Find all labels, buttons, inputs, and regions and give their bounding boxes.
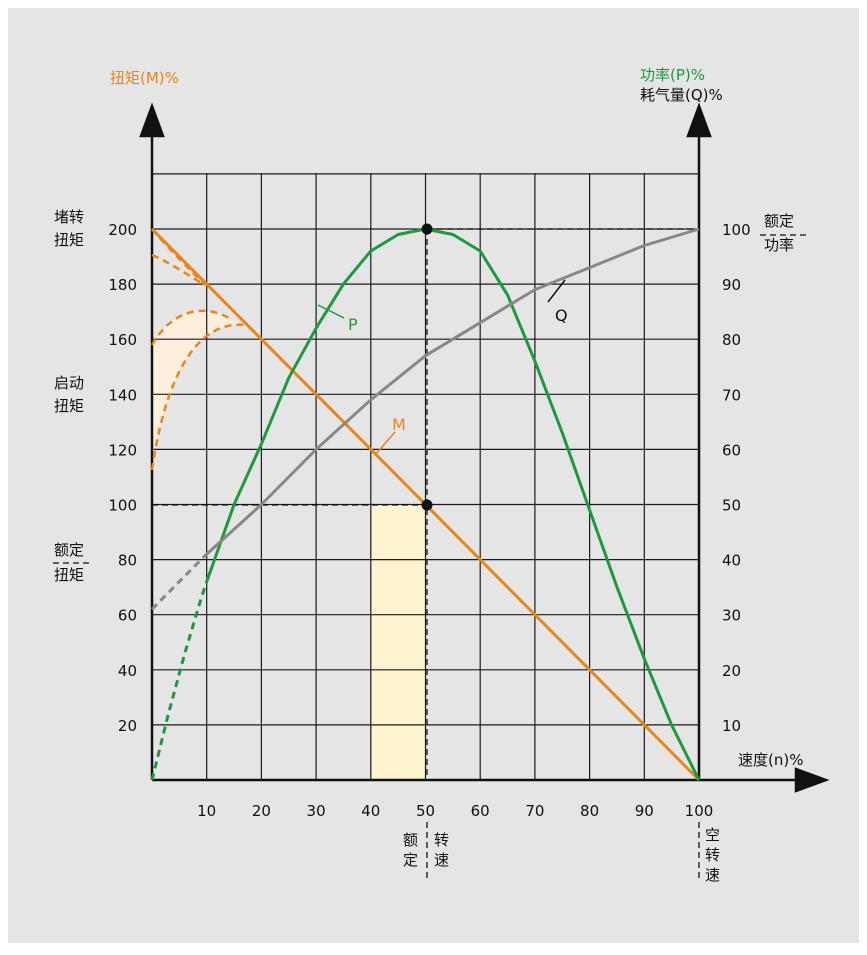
x-tick-label: 80 [580, 802, 599, 820]
stall-dash-upper [151, 228, 206, 286]
left-tick-label: 180 [108, 276, 137, 294]
rated-torque-line1: 额定 [54, 541, 84, 559]
x-tick-label: 40 [361, 802, 380, 820]
series-p-dashed [150, 581, 209, 781]
x-tick-label: 100 [685, 802, 714, 820]
x-tick-label: 30 [307, 802, 326, 820]
x-tick-label: 10 [197, 802, 216, 820]
right-tick-label: 100 [722, 221, 751, 239]
series-layer [150, 227, 701, 782]
start-dash-inner [150, 323, 246, 471]
left-tick-label: 80 [118, 552, 137, 570]
series-label-p: P [348, 315, 358, 334]
left-tick-label: 200 [108, 221, 137, 239]
rated-speed-right1: 转 [434, 831, 449, 849]
right-tick-label: 30 [722, 607, 741, 625]
left-tick-label: 100 [108, 497, 137, 515]
stall-dash-lower [151, 253, 206, 287]
left-tick-label: 140 [108, 386, 137, 404]
rated-speed-left1: 额 [403, 831, 418, 849]
series-q-dashed [150, 553, 208, 611]
series-q-line [205, 227, 700, 556]
right-axis-arrow [686, 102, 712, 138]
right-axis-title-power: 功率(P)% [640, 66, 705, 84]
right-axis-title-air: 耗气量(Q)% [640, 86, 723, 104]
series-label-q: Q [555, 306, 568, 325]
left-tick-label: 40 [118, 662, 137, 680]
p-leader [317, 304, 345, 319]
rated-band [370, 504, 426, 780]
series-labels: P Q M [317, 279, 568, 456]
right-tick-label: 20 [722, 662, 741, 680]
rated-speed-right2: 速 [434, 851, 449, 869]
rated-power-point [421, 223, 433, 235]
left-axis-arrow [139, 102, 165, 138]
no-load-line2: 转 [705, 846, 720, 864]
chart-background [8, 8, 859, 943]
axes [139, 102, 830, 793]
right-tick-label: 40 [722, 552, 741, 570]
series-p-line [205, 227, 701, 781]
right-tick-label: 50 [722, 497, 741, 515]
x-axis-title: 速度(n)% [738, 751, 803, 769]
x-tick-label: 50 [416, 802, 435, 820]
left-axis-title: 扭矩(M)% [110, 69, 179, 87]
right-tick-label: 80 [722, 331, 741, 349]
x-tick-label: 70 [525, 802, 544, 820]
left-tick-label: 160 [108, 331, 137, 349]
q-leader [547, 279, 566, 303]
grid [152, 173, 700, 780]
no-load-line3: 速 [705, 866, 720, 884]
left-tick-labels: 20 40 60 80 100 120 140 160 180 200 [108, 221, 137, 735]
series-label-m: M [392, 415, 406, 434]
rated-speed-left2: 定 [403, 851, 418, 869]
start-torque-zone [152, 310, 245, 470]
start-torque-line1: 启动 [54, 374, 84, 392]
right-tick-label: 90 [722, 276, 741, 294]
start-torque-curves [150, 228, 246, 471]
side-annotations: 堵转 扭矩 启动 扭矩 额定 扭矩 额定 功率 额 定 转 速 空 转 速 [54, 208, 794, 884]
m-leader [374, 431, 396, 456]
stall-torque-line1: 堵转 [54, 208, 84, 226]
left-tick-label: 20 [118, 717, 137, 735]
rated-torque-line2: 扭矩 [54, 566, 84, 584]
rated-power-line2: 功率 [764, 236, 794, 254]
x-tick-labels: 10 20 30 40 50 60 70 80 90 100 [197, 802, 713, 820]
x-tick-label: 60 [471, 802, 490, 820]
left-tick-label: 60 [118, 607, 137, 625]
rated-power-line1: 额定 [764, 212, 794, 230]
right-tick-labels: 10 20 30 40 50 60 70 80 90 100 [722, 221, 751, 735]
x-axis-arrow [794, 767, 830, 793]
stall-torque-line2: 扭矩 [54, 231, 84, 249]
start-dash-outer [150, 309, 233, 346]
left-tick-label: 120 [108, 441, 137, 459]
right-tick-label: 60 [722, 441, 741, 459]
x-tick-label: 20 [252, 802, 271, 820]
start-torque-line2: 扭矩 [54, 397, 84, 415]
rated-torque-point [421, 499, 433, 511]
right-tick-label: 10 [722, 717, 741, 735]
x-tick-label: 90 [635, 802, 654, 820]
no-load-line1: 空 [705, 826, 720, 844]
right-tick-label: 70 [722, 386, 741, 404]
